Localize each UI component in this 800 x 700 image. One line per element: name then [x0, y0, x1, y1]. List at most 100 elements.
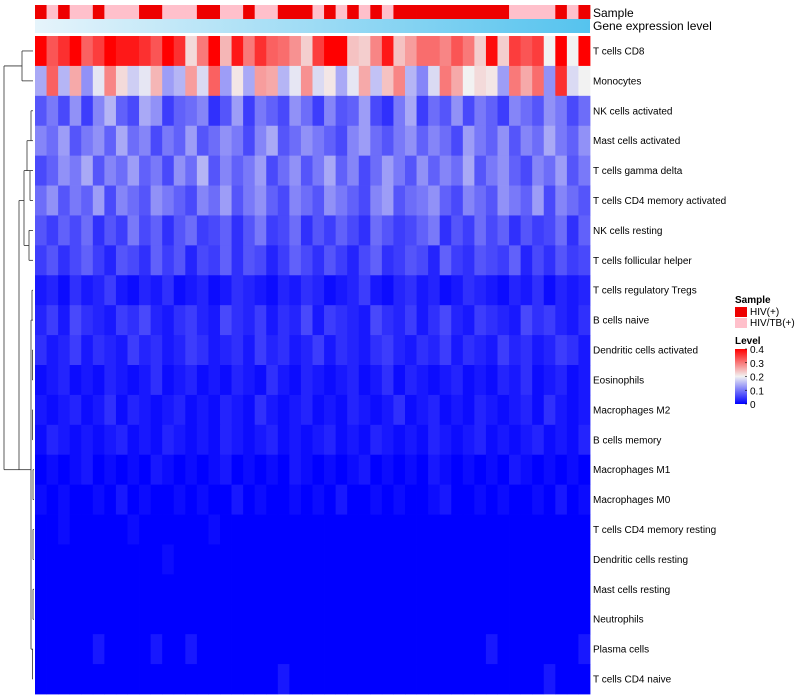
heatmap-cell	[509, 634, 522, 665]
heatmap-cell	[139, 215, 152, 246]
heatmap-cell	[462, 305, 475, 336]
heatmap-cell	[220, 424, 232, 456]
heatmap-cell	[243, 604, 256, 635]
heatmap-cell	[35, 424, 47, 456]
heatmap-cell	[139, 664, 152, 695]
heatmap-cell	[405, 36, 417, 67]
heatmap-cell	[462, 36, 475, 67]
row-label: T cells CD4 memory resting	[593, 525, 716, 536]
heatmap-cell	[254, 664, 267, 695]
heatmap-cell	[462, 365, 475, 396]
heatmap-cell	[347, 544, 360, 575]
heatmap-cell	[532, 65, 545, 97]
sample-annotation-cell	[462, 5, 475, 19]
heatmap-cell	[289, 365, 302, 396]
heatmap-cell	[173, 155, 186, 186]
heatmap-cell	[393, 604, 406, 635]
heatmap-cell	[231, 245, 244, 276]
heatmap-cell	[381, 544, 394, 575]
sample-annotation-cell	[532, 5, 545, 19]
heatmap-cell	[150, 424, 163, 456]
heatmap-cell	[266, 125, 279, 157]
heatmap-cell	[381, 245, 394, 276]
heatmap-cell	[509, 245, 522, 276]
heatmap-cell	[208, 335, 221, 366]
heatmap-cell	[358, 155, 371, 186]
heatmap-cell	[139, 335, 152, 366]
sample-annotation-cell	[439, 5, 452, 19]
heatmap-cell	[370, 424, 383, 456]
heatmap-cell	[277, 95, 290, 127]
heatmap-cell	[462, 394, 475, 426]
heatmap-cell	[69, 454, 82, 486]
heatmap-cell	[578, 514, 591, 545]
heatmap-cell	[347, 365, 360, 396]
heatmap-cell	[162, 514, 175, 545]
heatmap-cell	[347, 394, 360, 426]
heatmap-cell	[220, 245, 232, 276]
heatmap-cell	[405, 125, 417, 157]
heatmap-cell	[162, 454, 175, 486]
heatmap-cell	[104, 275, 117, 306]
heatmap-cell	[277, 275, 290, 306]
heatmap-cell	[92, 664, 105, 695]
sample-annotation-cell	[578, 5, 591, 19]
heatmap-cell	[335, 65, 348, 97]
heatmap-cell	[162, 574, 175, 605]
sample-annotation-cell	[243, 5, 256, 19]
heatmap-cell	[485, 484, 498, 515]
heatmap-cell	[231, 36, 244, 67]
heatmap-cell	[393, 65, 406, 97]
heatmap-cell	[231, 664, 244, 695]
heatmap-cell	[428, 185, 441, 216]
heatmap-cell	[358, 95, 371, 127]
heatmap-cell	[555, 65, 568, 97]
heatmap-cell	[543, 454, 556, 486]
heatmap-cell	[324, 125, 337, 157]
heatmap-cell	[543, 514, 556, 545]
heatmap-cell	[497, 484, 510, 515]
heatmap-cell	[520, 305, 533, 336]
heatmap-cell	[358, 634, 371, 665]
heatmap-cell	[127, 574, 140, 605]
heatmap-cell	[243, 664, 256, 695]
heatmap-cell	[428, 125, 441, 157]
heatmap-cell	[358, 394, 371, 426]
heatmap-cell	[69, 514, 82, 545]
heatmap-cell	[254, 574, 267, 605]
heatmap-cell	[162, 65, 175, 97]
sample-annotation-cell	[358, 5, 371, 19]
expression-annotation-bar	[35, 19, 590, 33]
sample-annotation-cell	[196, 5, 209, 19]
heatmap-cell	[104, 664, 117, 695]
heatmap-cell	[185, 65, 198, 97]
heatmap-cell	[439, 95, 452, 127]
heatmap-cell	[254, 185, 267, 216]
heatmap-cell	[405, 454, 417, 486]
heatmap-cell	[485, 454, 498, 486]
heatmap-cell	[81, 454, 94, 486]
heatmap-cell	[474, 484, 487, 515]
sample-annotation-cell	[347, 5, 360, 19]
row-label: T cells follicular helper	[593, 256, 692, 267]
heatmap-cell	[266, 544, 279, 575]
heatmap-cell	[324, 185, 337, 216]
heatmap-cell	[474, 185, 487, 216]
heatmap-cell	[289, 664, 302, 695]
heatmap-cell	[196, 335, 209, 366]
heatmap-cell	[335, 335, 348, 366]
heatmap-cell	[520, 394, 533, 426]
expression-annotation-label: Gene expression level	[593, 19, 712, 33]
heatmap-cell	[81, 245, 94, 276]
heatmap-cell	[104, 125, 117, 157]
heatmap-cell	[150, 484, 163, 515]
sample-annotation-cell	[220, 5, 232, 19]
heatmap-cell	[35, 335, 47, 366]
heatmap-cell	[358, 365, 371, 396]
heatmap-cell	[381, 394, 394, 426]
heatmap-cell	[416, 275, 429, 306]
heatmap-cell	[104, 36, 117, 67]
heatmap-cell	[208, 36, 221, 67]
heatmap-cell	[254, 95, 267, 127]
heatmap-cell	[485, 95, 498, 127]
